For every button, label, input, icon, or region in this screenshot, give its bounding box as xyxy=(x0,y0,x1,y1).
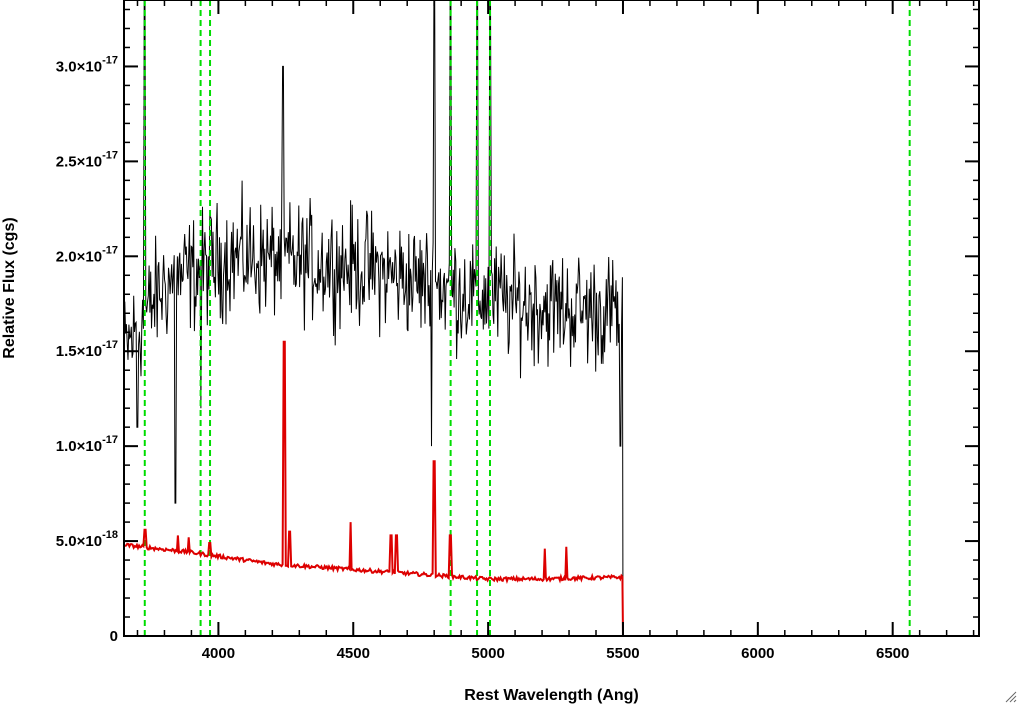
y-tick-label: 2.5×10-17 xyxy=(56,149,118,170)
x-axis-label: Rest Wavelength (Ang) xyxy=(464,687,639,704)
spectrum-line-red xyxy=(124,340,979,636)
plot-content xyxy=(124,0,979,636)
y-axis-label: Relative Flux (cgs) xyxy=(1,217,18,358)
x-tick-label: 5500 xyxy=(606,645,639,662)
y-tick-label: 2.0×10-17 xyxy=(56,244,118,265)
x-tick-label: 6000 xyxy=(741,645,774,662)
plot-axes: 4000 4500 5000 5500 6000 6500 0 5.0×10-18 1.0×10… xyxy=(56,0,980,662)
x-tick-label: 5000 xyxy=(471,645,504,662)
x-tick-label: 4500 xyxy=(337,645,370,662)
resize-grip-icon[interactable] xyxy=(1005,691,1017,703)
x-tick-label: 4000 xyxy=(202,645,235,662)
y-tick-label: 1.0×10-17 xyxy=(56,434,118,455)
y-tick-label: 3.0×10-17 xyxy=(56,54,118,75)
y-tick-label: 0 xyxy=(110,628,118,645)
spectrum-line-black xyxy=(124,0,979,636)
plot-frame xyxy=(123,0,980,637)
y-tick-label: 1.5×10-17 xyxy=(56,339,118,360)
y-tick-label: 5.0×10-18 xyxy=(56,529,118,550)
x-tick-label: 6500 xyxy=(876,645,909,662)
